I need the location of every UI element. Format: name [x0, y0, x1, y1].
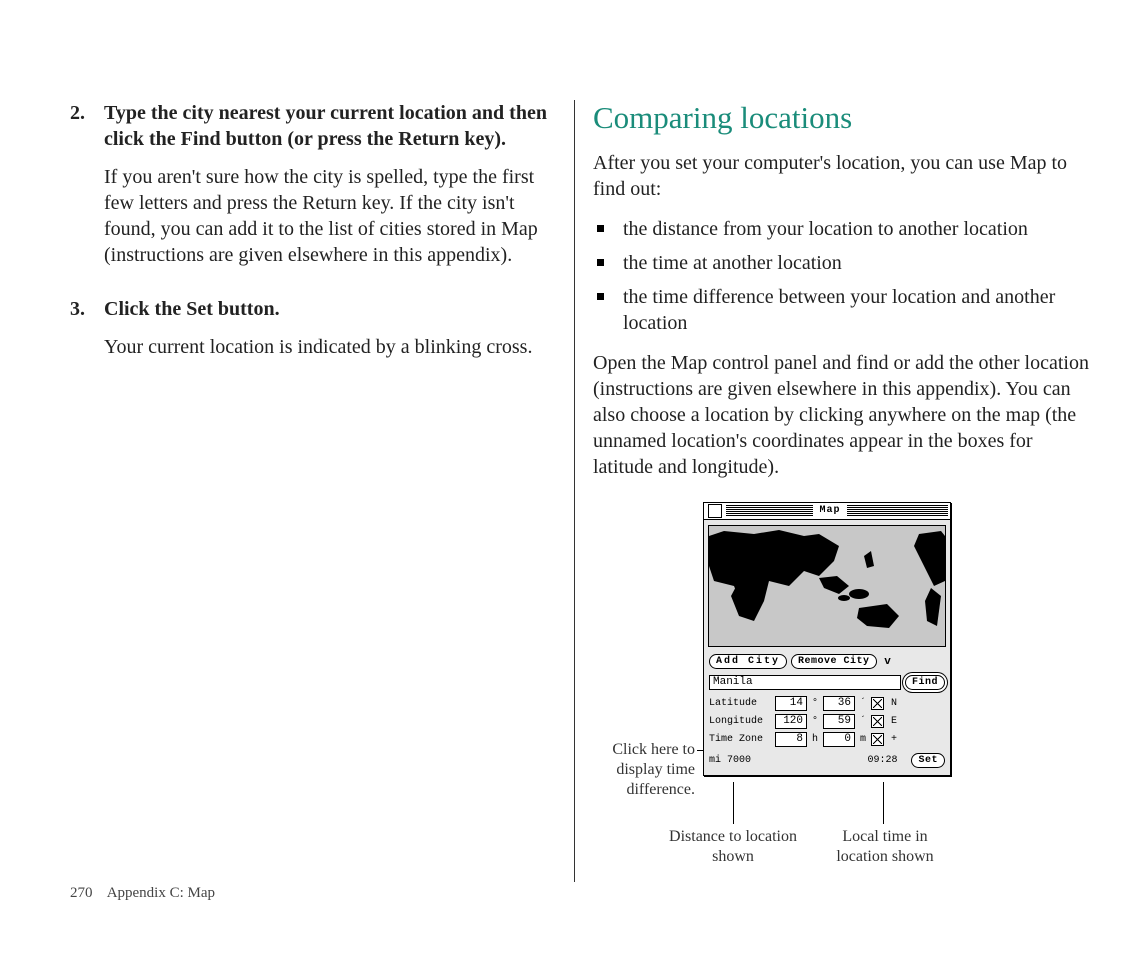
- find-button[interactable]: Find: [905, 675, 945, 690]
- degree-symbol: °: [811, 698, 819, 709]
- local-time-readout: 09:28: [857, 755, 907, 766]
- latitude-dir-label: N: [888, 698, 900, 709]
- bullet-item: the distance from your location to anoth…: [593, 216, 1095, 242]
- step-paragraph: If you aren't sure how the city is spell…: [104, 164, 556, 268]
- step-title: Click the Set button.: [104, 296, 556, 322]
- remove-city-button[interactable]: Remove City: [791, 654, 877, 669]
- page-footer: 270 Appendix C: Map: [70, 885, 215, 902]
- bullet-item: the time at another location: [593, 250, 1095, 276]
- left-column: 2. Type the city nearest your current lo…: [70, 100, 575, 882]
- timezone-hours-field[interactable]: 8: [775, 732, 807, 747]
- minutes-unit: m: [859, 734, 867, 745]
- timezone-sign-label: +: [888, 734, 900, 745]
- titlebar-right: [934, 505, 948, 517]
- leader-line: [733, 782, 734, 824]
- callout-localtime: Local time in location shown: [815, 827, 955, 867]
- minute-symbol: ´: [859, 716, 867, 727]
- set-button[interactable]: Set: [911, 753, 945, 768]
- timezone-minutes-field[interactable]: 0: [823, 732, 855, 747]
- right-column: Comparing locations After you set your c…: [575, 100, 1095, 882]
- steps-list: 2. Type the city nearest your current lo…: [70, 100, 556, 374]
- longitude-label: Longitude: [709, 716, 771, 727]
- distance-readout: mi 7000: [709, 755, 853, 766]
- latitude-deg-field[interactable]: 14: [775, 696, 807, 711]
- longitude-dir-checkbox[interactable]: [871, 715, 884, 728]
- callout-distance: Distance to location shown: [663, 827, 803, 867]
- outro-paragraph: Open the Map control panel and find or a…: [593, 350, 1095, 480]
- timezone-sign-checkbox[interactable]: [871, 733, 884, 746]
- section-heading: Comparing locations: [593, 100, 1095, 136]
- titlebar-lines: Map: [726, 505, 934, 517]
- step-number: 2.: [70, 100, 104, 282]
- window-titlebar: Map: [704, 503, 950, 520]
- map-figure: Click here to display time difference. D…: [593, 502, 1095, 882]
- window-title: Map: [813, 505, 846, 516]
- add-city-button[interactable]: Add City: [709, 654, 787, 669]
- minute-symbol: ´: [859, 698, 867, 709]
- step-number: 3.: [70, 296, 104, 374]
- latitude-min-field[interactable]: 36: [823, 696, 855, 711]
- longitude-deg-field[interactable]: 120: [775, 714, 807, 729]
- leader-line: [883, 782, 884, 824]
- version-char: v: [881, 656, 895, 668]
- step-item: 3. Click the Set button. Your current lo…: [70, 296, 556, 374]
- world-map[interactable]: [708, 525, 946, 647]
- step-paragraph: Your current location is indicated by a …: [104, 334, 556, 360]
- longitude-dir-label: E: [888, 716, 900, 727]
- map-control-panel: Map: [703, 502, 951, 776]
- degree-symbol: °: [811, 716, 819, 727]
- intro-paragraph: After you set your computer's location, …: [593, 150, 1095, 202]
- timezone-label[interactable]: Time Zone: [709, 734, 771, 745]
- step-item: 2. Type the city nearest your current lo…: [70, 100, 556, 282]
- step-title: Type the city nearest your current locat…: [104, 100, 556, 152]
- city-field[interactable]: Manila: [709, 675, 901, 690]
- step-body: Click the Set button. Your current locat…: [104, 296, 556, 374]
- page-number: 270: [70, 885, 93, 901]
- bullet-item: the time difference between your locatio…: [593, 284, 1095, 336]
- appendix-label: Appendix C: Map: [107, 885, 215, 901]
- callout-timezone: Click here to display time difference.: [585, 740, 695, 800]
- close-box[interactable]: [708, 504, 722, 518]
- latitude-label: Latitude: [709, 698, 771, 709]
- hours-unit: h: [811, 734, 819, 745]
- panel-rows: Add City Remove City v Manila Find Latit…: [704, 651, 950, 775]
- longitude-min-field[interactable]: 59: [823, 714, 855, 729]
- step-body: Type the city nearest your current locat…: [104, 100, 556, 282]
- latitude-dir-checkbox[interactable]: [871, 697, 884, 710]
- bullet-list: the distance from your location to anoth…: [593, 216, 1095, 336]
